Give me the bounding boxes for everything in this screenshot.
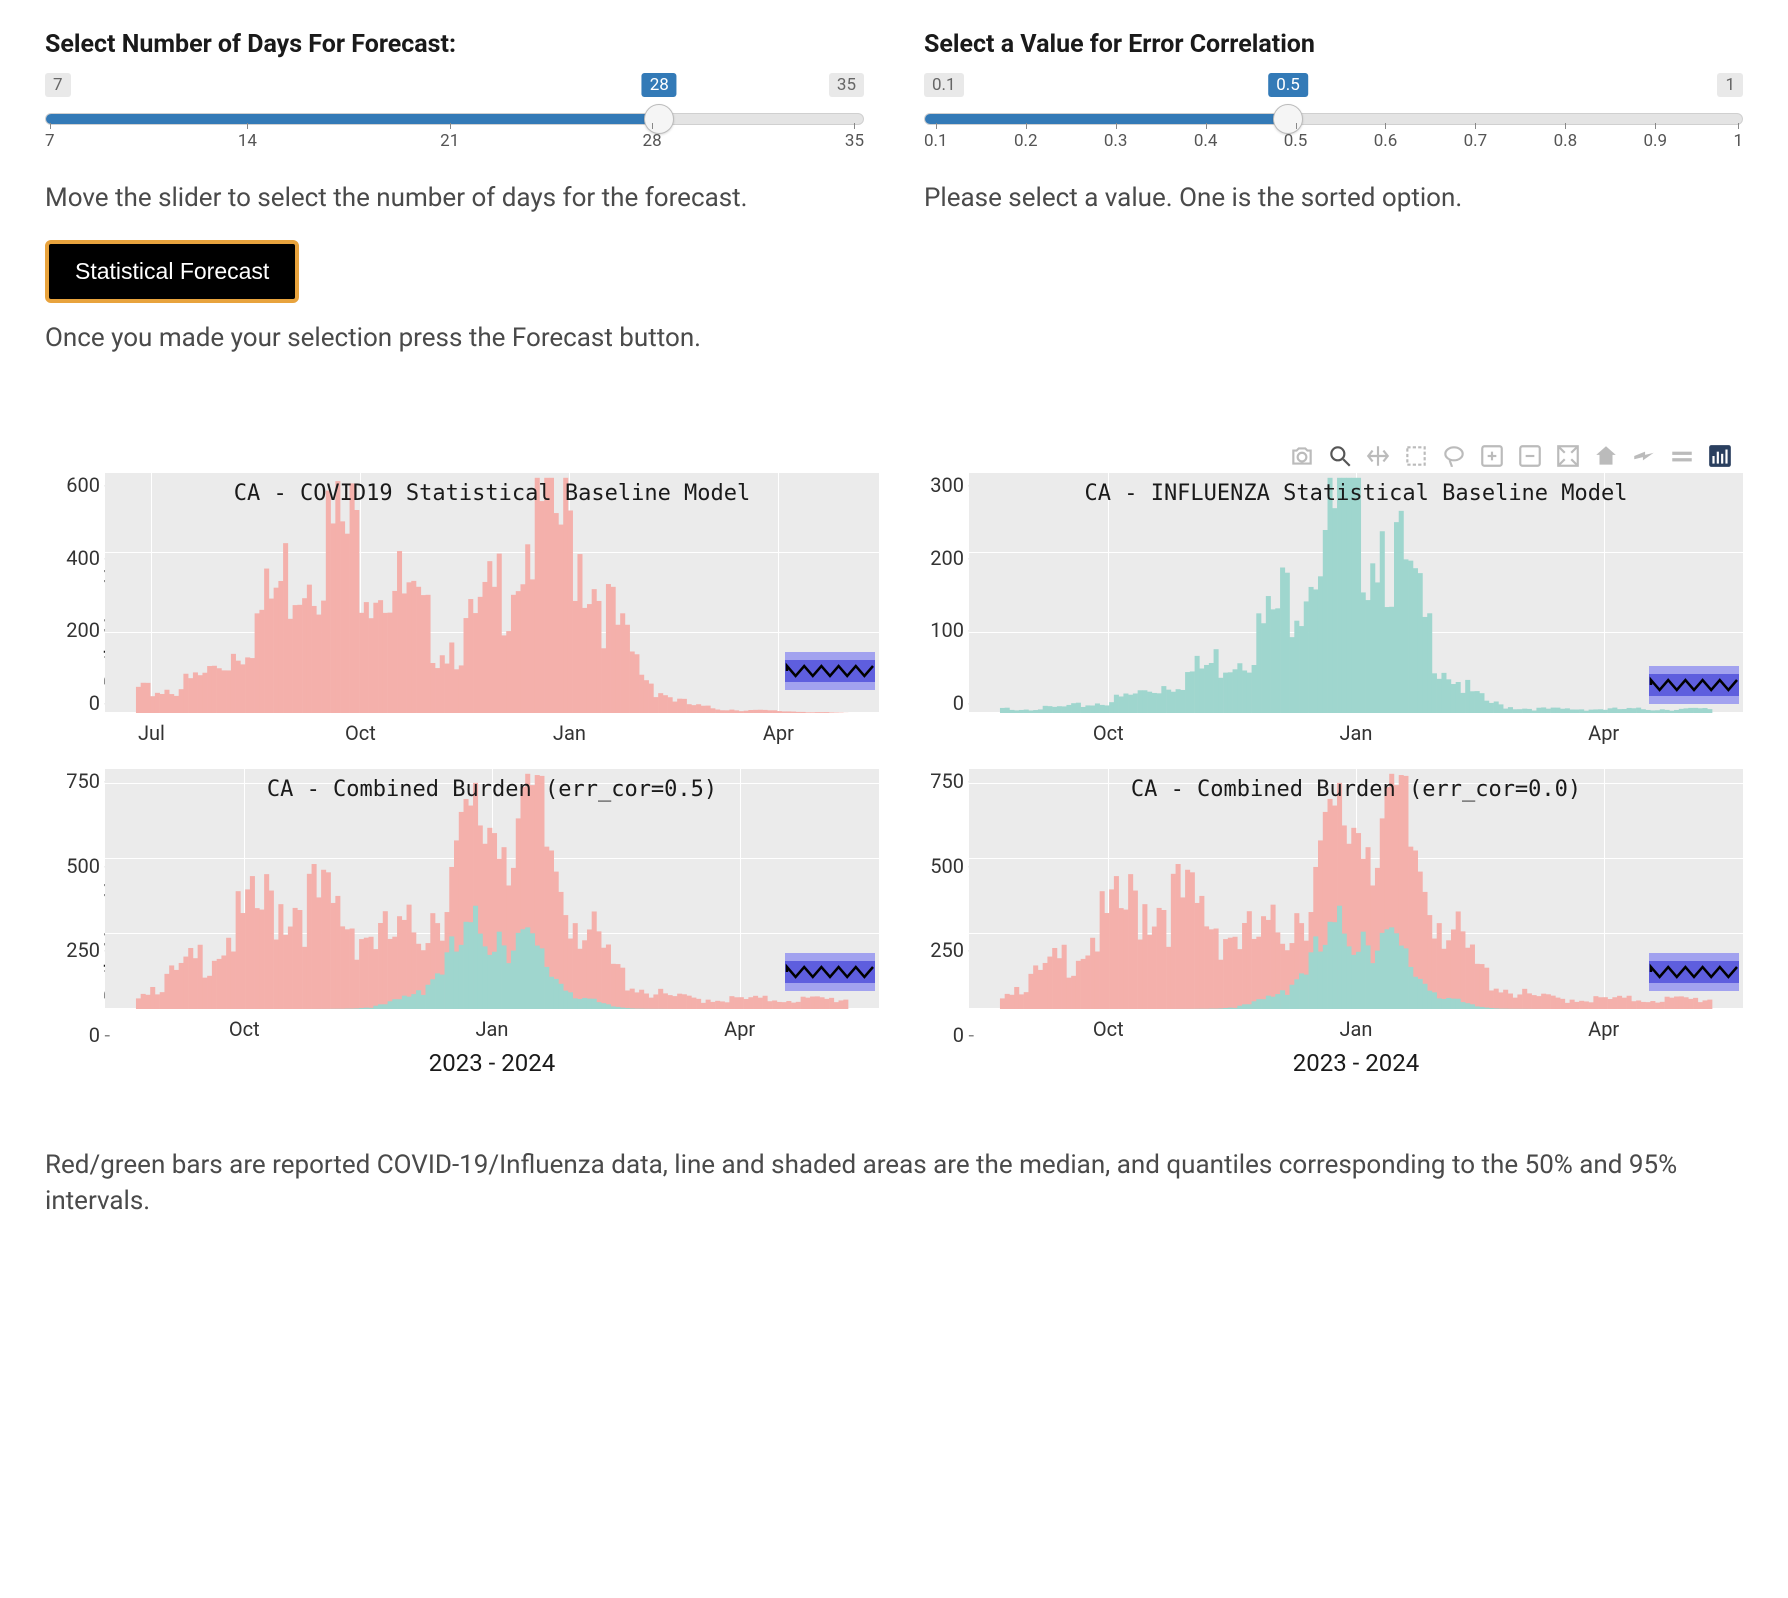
- forecast-button-help: Once you made your selection press the F…: [45, 323, 864, 353]
- slider-tick: 28: [643, 131, 662, 151]
- slider-tick: 0.8: [1554, 131, 1578, 151]
- slider-tick: 0.6: [1374, 131, 1398, 151]
- slider-min: 7: [45, 73, 71, 97]
- yaxis: 7505002500: [55, 769, 100, 1047]
- slider-tick: 0.7: [1464, 131, 1488, 151]
- chart-panel[interactable]: CA - COVID19 Statistical Baseline Model: [105, 473, 879, 713]
- days-slider-label: Select Number of Days For Forecast:: [45, 30, 864, 59]
- slider-tick: 7: [45, 131, 55, 151]
- slider-tick: 0.4: [1194, 131, 1218, 151]
- errcor-slider-label: Select a Value for Error Correlation: [924, 30, 1743, 59]
- slider-min: 0.1: [924, 73, 964, 97]
- slider-tick: 0.3: [1104, 131, 1128, 151]
- days-slider[interactable]: 7 35 28 7 14 21 28 35: [45, 73, 864, 151]
- forecast-band: [785, 648, 875, 694]
- chart-title: CA - Combined Burden (err_cor=0.5): [267, 777, 717, 802]
- chart-toolbar: [45, 443, 1743, 469]
- slider-max: 1: [1717, 73, 1743, 97]
- chart-covid: Daily New Hosp6004002000CA - COVID19 Sta…: [45, 473, 879, 745]
- xaxis: JulOctJanApr: [105, 721, 879, 745]
- zoom-in-icon[interactable]: [1479, 443, 1505, 469]
- errcor-slider-help: Please select a value. One is the sorted…: [924, 181, 1743, 216]
- slider-tick: 1: [1733, 131, 1743, 151]
- chart-panel[interactable]: CA - Combined Burden (err_cor=0.0): [969, 769, 1743, 1009]
- box-select-icon[interactable]: [1403, 443, 1429, 469]
- zoom-icon[interactable]: [1327, 443, 1353, 469]
- days-slider-block: Select Number of Days For Forecast: 7 35 2…: [45, 30, 864, 353]
- reset-icon[interactable]: [1593, 443, 1619, 469]
- xaxis-title: 2023 - 2024: [969, 1049, 1743, 1077]
- chart-flu: 3002001000 CA - INFLUENZA Statistical Bas…: [909, 473, 1743, 745]
- yaxis: 6004002000: [55, 473, 100, 715]
- camera-icon[interactable]: [1289, 443, 1315, 469]
- controls-row: Select Number of Days For Forecast: 7 35 2…: [45, 30, 1743, 353]
- spike-icon[interactable]: [1631, 443, 1657, 469]
- days-slider-help: Move the slider to select the number of …: [45, 181, 864, 216]
- zoom-out-icon[interactable]: [1517, 443, 1543, 469]
- slider-thumb[interactable]: [1273, 104, 1303, 134]
- forecast-button[interactable]: Statistical Forecast: [45, 240, 299, 303]
- slider-tick: 21: [440, 131, 459, 151]
- slider-max: 35: [829, 73, 864, 97]
- forecast-band: [785, 949, 875, 995]
- xaxis: OctJanApr: [969, 721, 1743, 745]
- xaxis-title: 2023 - 2024: [105, 1049, 879, 1077]
- charts-area: Daily New Hosp6004002000CA - COVID19 Sta…: [45, 443, 1743, 1077]
- chart-title: CA - COVID19 Statistical Baseline Model: [234, 481, 751, 506]
- chart-title: CA - INFLUENZA Statistical Baseline Mode…: [1084, 481, 1627, 506]
- chart-panel[interactable]: CA - Combined Burden (err_cor=0.5): [105, 769, 879, 1009]
- compare-icon[interactable]: [1669, 443, 1695, 469]
- xaxis: OctJanApr: [105, 1017, 879, 1041]
- slider-tick: 0.1: [924, 131, 948, 151]
- yaxis: 3002001000: [919, 473, 964, 715]
- slider-track[interactable]: [924, 113, 1743, 125]
- chart-grid: Daily New Hosp6004002000CA - COVID19 Sta…: [45, 473, 1743, 1077]
- plotly-icon[interactable]: [1707, 443, 1733, 469]
- errcor-slider[interactable]: 0.1 1 0.5 0.1 0.2 0.3 0.4 0.5 0.6 0.7 0.8 0.9 1: [924, 73, 1743, 151]
- footer-note: Red/green bars are reported COVID-19/Inf…: [45, 1147, 1743, 1220]
- autoscale-icon[interactable]: [1555, 443, 1581, 469]
- slider-track[interactable]: [45, 113, 864, 125]
- errcor-slider-block: Select a Value for Error Correlation 0.1…: [924, 30, 1743, 353]
- chart-title: CA - Combined Burden (err_cor=0.0): [1131, 777, 1581, 802]
- slider-tick: 0.2: [1014, 131, 1038, 151]
- forecast-band: [1649, 662, 1739, 708]
- yaxis: 7505002500: [919, 769, 964, 1047]
- lasso-icon[interactable]: [1441, 443, 1467, 469]
- slider-value-badge: 0.5: [1268, 73, 1308, 97]
- slider-tick: 14: [238, 131, 257, 151]
- slider-value-badge: 28: [642, 73, 677, 97]
- forecast-band: [1649, 949, 1739, 995]
- chart-combined05: Daily New Hosp7505002500CA - Combined Bu…: [45, 769, 879, 1077]
- slider-thumb[interactable]: [644, 104, 674, 134]
- slider-tick: 0.5: [1284, 131, 1308, 151]
- chart-combined00: 7505002500 CA - Combined Burden (err_cor=…: [909, 769, 1743, 1077]
- slider-tick: 0.9: [1644, 131, 1668, 151]
- xaxis: OctJanApr: [969, 1017, 1743, 1041]
- chart-panel[interactable]: CA - INFLUENZA Statistical Baseline Mode…: [969, 473, 1743, 713]
- pan-icon[interactable]: [1365, 443, 1391, 469]
- slider-tick: 35: [845, 131, 864, 151]
